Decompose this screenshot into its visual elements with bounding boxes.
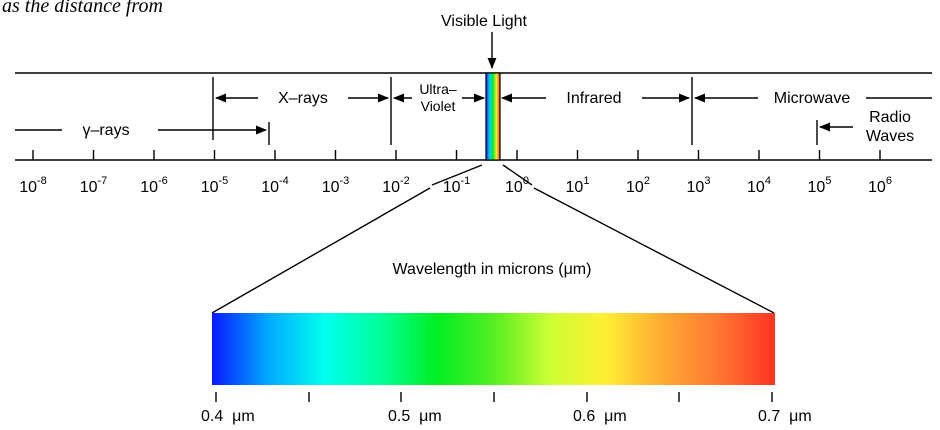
scale-label: 101 — [566, 175, 590, 196]
scale-label: 10-6 — [140, 175, 168, 196]
visible-spectrum-bar — [212, 313, 775, 385]
scale-label: 10-8 — [19, 175, 47, 196]
microwave-label: Microwave — [774, 90, 851, 107]
visible-band-narrow — [485, 72, 501, 161]
gamma-rays-label: γ–rays — [82, 122, 129, 139]
scale-label: 10-4 — [261, 175, 289, 196]
scale-label: 10-1 — [443, 175, 471, 196]
scale-label-0.6: 0.6 μm — [573, 408, 627, 425]
scale-label: 103 — [687, 175, 711, 196]
scale-label: 10-7 — [80, 175, 108, 196]
scale-label: 102 — [626, 175, 650, 196]
scale-label: 105 — [808, 175, 832, 196]
caption-text: as the distance from — [2, 0, 163, 17]
zoom-tick-right — [502, 164, 533, 186]
radio-label-line2: Waves — [866, 128, 914, 145]
visible-scale-ticks — [215, 392, 773, 402]
scale-label-0.4: 0.4 μm — [201, 408, 255, 425]
zoom-tick-left — [431, 164, 483, 186]
uv-label-line1: Ultra– — [419, 81, 457, 97]
scale-label-0.7: 0.7 μm — [758, 408, 812, 425]
radio-label-line1: Radio — [869, 109, 911, 126]
scale-label: 104 — [747, 175, 771, 196]
uv-label-line2: Violet — [421, 98, 456, 114]
scale-label: 10-2 — [382, 175, 410, 196]
wavelength-microns-label: Wavelength in microns (μm) — [393, 261, 592, 278]
scale-label: 100 — [505, 175, 529, 196]
infrared-label: Infrared — [566, 90, 621, 107]
zoom-line-right — [533, 187, 775, 314]
xrays-label: X–rays — [278, 90, 328, 107]
visible-light-label: Visible Light — [441, 13, 528, 30]
scale-label: 10-3 — [322, 175, 350, 196]
zoom-line-left — [211, 187, 431, 314]
wavelength-scale: 10-8 10-7 10-6 10-5 10-4 10-3 10-2 10-1 100 101 10… — [19, 150, 892, 196]
scale-label: 106 — [868, 175, 892, 196]
scale-label-0.5: 0.5 μm — [388, 408, 442, 425]
scale-label: 10-5 — [201, 175, 229, 196]
